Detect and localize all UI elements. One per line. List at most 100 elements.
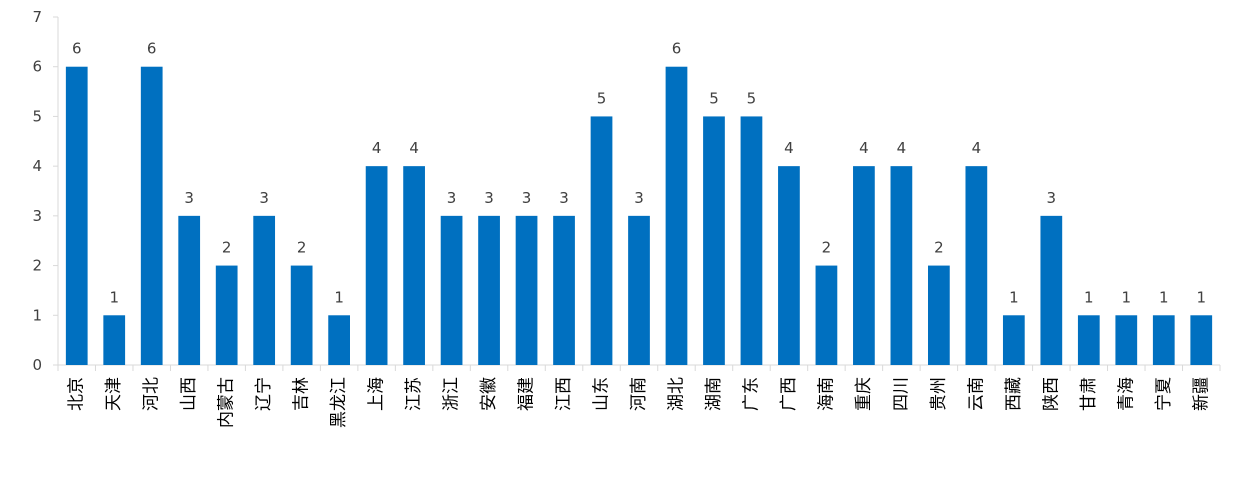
category-label: 河南 <box>629 377 649 411</box>
category-label: 辽宁 <box>254 377 274 411</box>
category-label: 云南 <box>966 377 986 411</box>
data-label: 1 <box>1084 288 1094 306</box>
category-label: 上海 <box>367 377 387 411</box>
bar <box>928 265 950 365</box>
data-label: 2 <box>934 239 944 257</box>
data-label: 2 <box>222 239 232 257</box>
y-tick-label: 1 <box>32 306 42 324</box>
data-label: 5 <box>747 89 757 107</box>
bar <box>1152 315 1175 365</box>
data-label: 4 <box>409 139 419 157</box>
data-label: 1 <box>1196 288 1206 306</box>
bar <box>703 116 725 365</box>
x-axis <box>57 364 1221 371</box>
bar <box>815 265 838 365</box>
data-label: 6 <box>147 40 157 58</box>
data-label: 5 <box>597 89 607 107</box>
bar <box>215 265 238 365</box>
data-label: 2 <box>822 239 832 257</box>
y-tick-label: 0 <box>32 356 42 374</box>
category-label: 浙江 <box>442 377 462 411</box>
category-label: 西藏 <box>1004 377 1024 411</box>
bar <box>1040 215 1063 365</box>
category-label: 甘肃 <box>1079 377 1099 411</box>
bars <box>65 66 1213 365</box>
data-label: 3 <box>447 189 457 207</box>
data-label: 3 <box>559 189 569 207</box>
data-label: 1 <box>1009 288 1019 306</box>
bar <box>665 66 688 365</box>
category-label: 河北 <box>142 377 162 411</box>
bar <box>478 215 500 365</box>
data-label: 4 <box>859 139 869 157</box>
category-label: 宁夏 <box>1154 377 1174 411</box>
data-label: 5 <box>709 89 719 107</box>
bar <box>553 215 575 365</box>
category-label: 江西 <box>554 377 574 411</box>
data-label: 4 <box>897 139 907 157</box>
bar <box>178 215 201 365</box>
bar <box>1115 315 1138 365</box>
data-label: 3 <box>184 189 194 207</box>
category-label: 广西 <box>779 377 799 411</box>
bar <box>515 215 538 365</box>
category-label: 贵州 <box>929 377 949 411</box>
data-label: 3 <box>634 189 644 207</box>
category-label: 黑龙江 <box>329 377 349 428</box>
category-label: 青海 <box>1116 377 1136 411</box>
category-label: 福建 <box>517 377 537 411</box>
data-label: 1 <box>109 288 119 306</box>
category-label: 安徽 <box>479 377 499 411</box>
y-tick-label: 4 <box>32 157 42 175</box>
bar <box>628 215 650 365</box>
data-label: 1 <box>1159 288 1169 306</box>
data-label: 4 <box>972 139 982 157</box>
bar <box>890 166 913 365</box>
data-label: 6 <box>72 40 82 58</box>
category-label: 北京 <box>67 377 87 411</box>
bar <box>140 66 163 365</box>
bar <box>253 215 276 365</box>
category-labels: 北京 天津 河北 山西 内蒙古 辽宁 吉林 黑龙江 上海 江苏 浙江 安徽 福建 江西 山东 河南 湖北 湖南 广东… <box>67 377 1212 428</box>
category-label: 海南 <box>816 377 836 411</box>
data-label: 3 <box>522 189 532 207</box>
category-label: 山东 <box>592 377 612 411</box>
y-tick-label: 5 <box>32 107 42 125</box>
bar <box>853 166 875 365</box>
data-labels: 6 1 6 3 2 3 2 1 4 4 3 3 3 3 5 3 6 5 5 4 2 4 4 2 4 1 3 1 1 1 1 <box>72 40 1206 307</box>
y-tick-label: 2 <box>32 257 42 275</box>
category-label: 四川 <box>891 377 911 411</box>
category-label: 江苏 <box>404 377 424 411</box>
bar <box>740 116 763 365</box>
bar <box>1002 315 1025 365</box>
category-label: 吉林 <box>292 377 312 411</box>
bar <box>365 166 388 365</box>
bar <box>1190 315 1213 365</box>
bar <box>65 66 88 365</box>
bar <box>590 116 613 365</box>
bar <box>290 265 313 365</box>
bar <box>440 215 463 365</box>
bar <box>778 166 800 365</box>
bar <box>965 166 988 365</box>
data-label: 3 <box>259 189 269 207</box>
category-label: 重庆 <box>854 377 874 411</box>
bar <box>328 315 350 365</box>
category-label: 湖南 <box>704 377 724 411</box>
category-label: 内蒙古 <box>217 377 237 428</box>
bar <box>403 166 425 365</box>
data-label: 2 <box>297 239 307 257</box>
y-tick-label: 6 <box>32 58 42 76</box>
data-label: 6 <box>672 40 682 58</box>
y-tick-label: 3 <box>32 207 42 225</box>
y-axis: 0 1 2 3 4 5 6 7 <box>32 8 59 374</box>
category-label: 山西 <box>179 377 199 411</box>
data-label: 1 <box>334 288 344 306</box>
data-label: 4 <box>784 139 794 157</box>
data-label: 4 <box>372 139 382 157</box>
data-label: 3 <box>484 189 494 207</box>
bar <box>103 315 126 365</box>
data-label: 3 <box>1047 189 1057 207</box>
y-tick-label: 7 <box>32 8 42 26</box>
